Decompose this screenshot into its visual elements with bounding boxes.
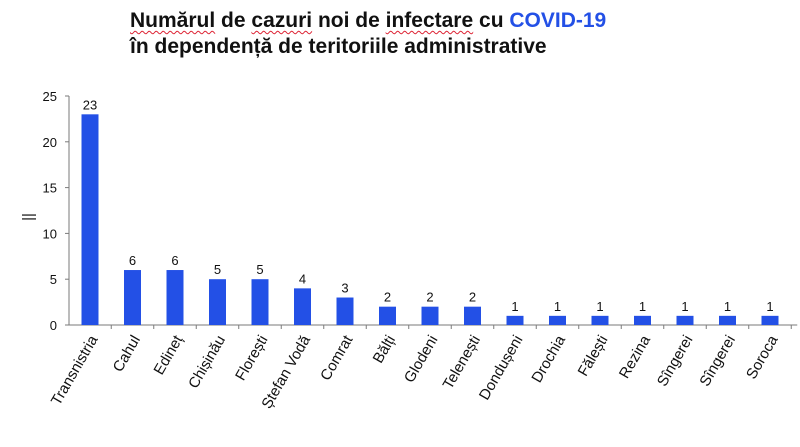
x-tick-label: Fălești bbox=[575, 333, 612, 380]
y-axis-label: || bbox=[20, 213, 37, 221]
bar bbox=[209, 279, 226, 325]
data-label: 1 bbox=[511, 299, 518, 314]
x-tick-label: Glodeni bbox=[401, 333, 442, 386]
data-label: 1 bbox=[766, 299, 773, 314]
bar bbox=[719, 315, 736, 325]
title-word-2: de bbox=[221, 9, 246, 32]
x-tick-label: Edineț bbox=[150, 332, 186, 378]
y-tick-label: 10 bbox=[43, 226, 57, 241]
x-tick-label: Chișinău bbox=[185, 333, 229, 392]
y-tick-label: 0 bbox=[50, 318, 57, 333]
x-tick-label: Cahul bbox=[110, 333, 144, 375]
bar bbox=[676, 315, 694, 325]
data-label: 6 bbox=[129, 253, 136, 268]
data-label: 6 bbox=[171, 253, 178, 268]
title-line-1: Numărul de cazuri noi de infectare cu CO… bbox=[130, 8, 606, 34]
x-tick-label: Bălți bbox=[370, 333, 399, 367]
data-label: 2 bbox=[426, 290, 433, 305]
data-label: 23 bbox=[83, 97, 97, 112]
data-label: 1 bbox=[724, 299, 731, 314]
y-tick-label: 20 bbox=[43, 135, 57, 150]
data-label: 5 bbox=[214, 262, 221, 277]
data-label: 1 bbox=[681, 299, 688, 314]
y-tick-label: 15 bbox=[43, 181, 57, 196]
title-word-1: Numărul bbox=[130, 9, 216, 32]
bar bbox=[761, 315, 779, 325]
y-tick-label: 25 bbox=[43, 89, 57, 104]
blank-patch bbox=[0, 414, 66, 447]
chart-data-labels: 23 6 6 5 5 4 3 2 2 2 1 1 1 1 1 1 1 bbox=[83, 97, 774, 314]
bar bbox=[124, 270, 141, 325]
bar bbox=[506, 315, 524, 325]
title-word-5: infectare bbox=[385, 9, 474, 32]
x-tick-label: Sîngerei bbox=[654, 333, 697, 390]
bar bbox=[251, 279, 269, 325]
bar bbox=[421, 306, 439, 325]
title-word-4: noi de bbox=[317, 9, 380, 32]
data-label: 1 bbox=[639, 299, 646, 314]
title-word-6: cu bbox=[479, 9, 504, 32]
bar bbox=[336, 297, 354, 325]
title-word-3: cazuri bbox=[251, 9, 313, 32]
x-tick-label: Transnistria bbox=[48, 332, 102, 408]
data-label: 3 bbox=[341, 281, 348, 296]
x-tick-label: Drochia bbox=[528, 332, 569, 386]
x-tick-label: Florești bbox=[232, 333, 271, 384]
chart-title: Numărul de cazuri noi de infectare cu CO… bbox=[130, 8, 606, 60]
x-tick-label: Sîngerei bbox=[696, 333, 739, 390]
data-label: 4 bbox=[299, 271, 306, 286]
data-label: 2 bbox=[384, 290, 391, 305]
bar bbox=[294, 288, 311, 325]
data-label: 5 bbox=[256, 262, 263, 277]
bar bbox=[549, 315, 566, 325]
title-accent-covid: COVID-19 bbox=[509, 9, 607, 32]
bar bbox=[464, 306, 481, 325]
data-label: 1 bbox=[554, 299, 561, 314]
bar bbox=[379, 306, 396, 325]
x-tick-label: Soroca bbox=[743, 332, 782, 382]
x-tick-label: Dondușeni bbox=[476, 333, 527, 404]
chart-y-tick-labels: 0 5 10 15 20 25 bbox=[43, 89, 57, 333]
data-label: 2 bbox=[469, 290, 476, 305]
bar bbox=[634, 315, 651, 325]
x-tick-label: Comrat bbox=[317, 332, 357, 384]
x-tick-label: Rezina bbox=[616, 332, 654, 382]
chart-bars bbox=[81, 114, 779, 325]
x-tick-label: Telenești bbox=[440, 333, 484, 393]
bar bbox=[81, 114, 99, 325]
y-tick-label: 5 bbox=[50, 272, 57, 287]
bar bbox=[591, 315, 609, 325]
data-label: 1 bbox=[596, 299, 603, 314]
bar bbox=[166, 270, 184, 325]
title-line-2: în dependență de teritoriile administrat… bbox=[130, 35, 547, 58]
